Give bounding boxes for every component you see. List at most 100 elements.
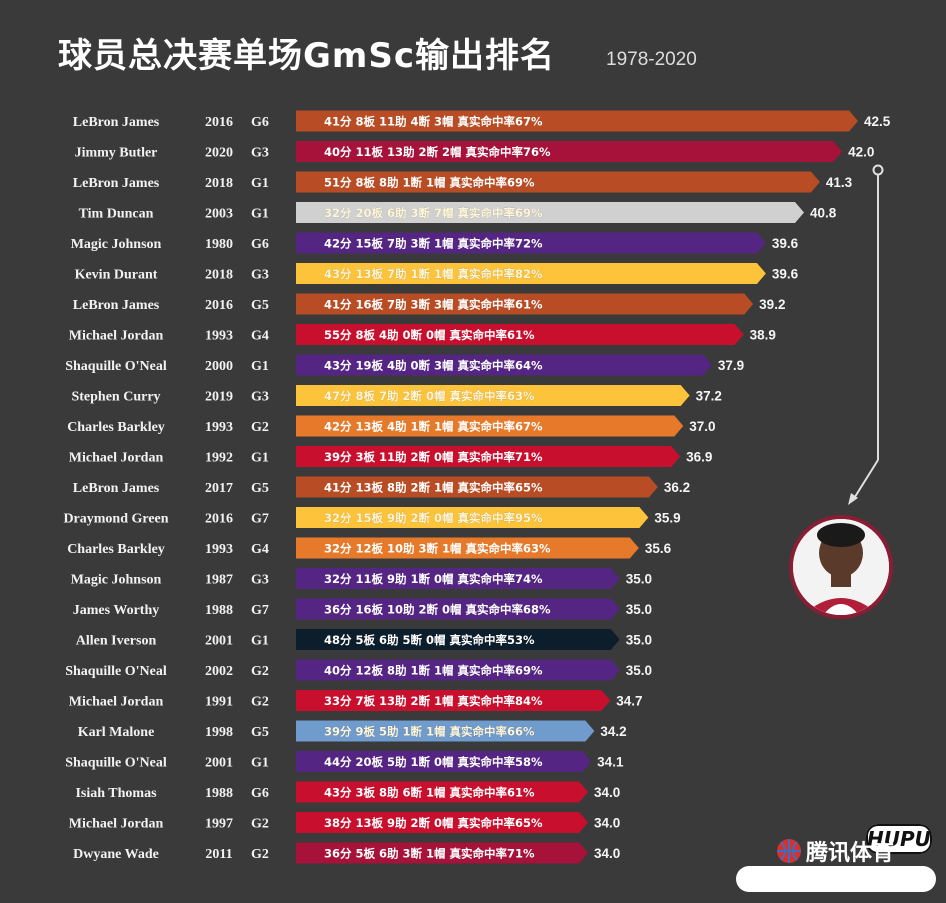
game-label: G7 <box>251 512 269 527</box>
gmsc-bar <box>296 812 588 833</box>
year-label: 2001 <box>205 634 233 649</box>
gmsc-bar <box>296 171 820 193</box>
player-name-label: Shaquille O'Neal <box>65 359 167 374</box>
player-name-label: Shaquille O'Neal <box>65 756 167 771</box>
game-label: G3 <box>251 268 269 283</box>
gmsc-value-label: 39.6 <box>772 236 799 251</box>
player-avatar <box>789 515 893 619</box>
player-name-label: Isiah Thomas <box>75 786 157 801</box>
gmsc-value-label: 37.0 <box>689 419 715 434</box>
year-label: 1998 <box>205 725 233 740</box>
gmsc-bar <box>296 598 620 620</box>
game-label: G6 <box>251 237 269 252</box>
player-name-label: Magic Johnson <box>71 573 162 588</box>
gmsc-value-label: 36.2 <box>664 480 690 495</box>
gmsc-bar <box>296 415 684 437</box>
game-label: G2 <box>251 817 269 832</box>
game-label: G6 <box>251 115 269 130</box>
stat-line-label: 32分 12板 10助 3断 1帽 真实命中率63% <box>324 542 551 556</box>
year-label: 1993 <box>205 420 233 435</box>
player-name-label: Karl Malone <box>78 725 155 740</box>
gmsc-value-label: 42.5 <box>864 114 891 129</box>
gmsc-bar <box>296 324 744 345</box>
stat-line-label: 48分 5板 6助 5断 0帽 真实命中率53% <box>324 633 535 647</box>
ranking-row: Kevin Durant 2018 G3 43分 13板 7助 1断 1帽 真实命中率… <box>75 263 799 284</box>
gmsc-value-label: 38.9 <box>750 328 776 343</box>
gmsc-bar <box>296 568 620 589</box>
watermark-bar <box>736 866 936 892</box>
year-label: 2017 <box>205 481 233 496</box>
ranking-row: Charles Barkley 1993 G4 32分 12板 10助 3断 1帽 真… <box>67 537 672 559</box>
gmsc-bar <box>296 659 620 681</box>
player-name-label: Draymond Green <box>63 512 168 527</box>
stat-line-label: 51分 8板 8助 1断 1帽 真实命中率69% <box>324 176 535 190</box>
game-label: G5 <box>251 481 269 496</box>
year-label: 2019 <box>205 390 233 405</box>
gmsc-bar <box>296 385 690 406</box>
stat-line-label: 38分 13板 9助 2断 0帽 真实命中率65% <box>324 816 543 830</box>
stat-line-label: 40分 11板 13助 2断 2帽 真实命中率76% <box>324 145 551 159</box>
game-label: G4 <box>251 542 269 557</box>
gmsc-value-label: 39.6 <box>772 267 799 282</box>
player-name-label: Shaquille O'Neal <box>65 664 167 679</box>
hupu-logo: HUPU <box>866 824 932 854</box>
player-name-label: LeBron James <box>73 115 160 130</box>
ranking-row: Magic Johnson 1980 G6 42分 15板 7助 3断 1帽 真实命中… <box>71 232 799 254</box>
ranking-row: Isiah Thomas 1988 G6 43分 3板 8助 6断 1帽 真实命中率6… <box>75 781 620 803</box>
stat-line-label: 40分 12板 8助 1断 1帽 真实命中率69% <box>324 664 543 678</box>
brand-name: 腾讯体育 <box>806 841 895 866</box>
gmsc-value-label: 34.0 <box>594 846 620 861</box>
gmsc-bar <box>296 751 592 772</box>
stat-line-label: 41分 13板 8助 2断 1帽 真实命中率65% <box>324 481 543 495</box>
stat-line-label: 43分 3板 8助 6断 1帽 真实命中率61% <box>324 786 535 800</box>
game-label: G1 <box>251 756 269 771</box>
game-label: G5 <box>251 725 269 740</box>
ranking-row: Shaquille O'Neal 2000 G1 43分 19板 4助 0断 3帽 真… <box>65 354 744 376</box>
stat-line-label: 43分 19板 4助 0断 3帽 真实命中率64% <box>324 359 543 373</box>
ranking-row: Shaquille O'Neal 2002 G2 40分 12板 8助 1断 1帽 真… <box>65 659 652 681</box>
player-name-label: Charles Barkley <box>67 542 165 557</box>
stat-line-label: 41分 8板 11助 4断 3帽 真实命中率67% <box>324 115 543 129</box>
gmsc-bar <box>296 202 804 223</box>
year-label: 2000 <box>205 359 233 374</box>
year-label: 2016 <box>205 512 233 527</box>
year-label: 1992 <box>205 451 233 466</box>
game-label: G1 <box>251 451 269 466</box>
gmsc-bar <box>296 141 843 162</box>
year-label: 1993 <box>205 329 233 344</box>
gmsc-value-label: 37.2 <box>696 389 722 404</box>
ranking-row: LeBron James 2018 G1 51分 8板 8助 1断 1帽 真实命中率6… <box>73 171 853 193</box>
ranking-row: Allen Iverson 2001 G1 48分 5板 6助 5断 0帽 真实命中率… <box>76 629 652 650</box>
pointer-arrow <box>848 164 884 505</box>
stat-line-label: 43分 13板 7助 1断 1帽 真实命中率82% <box>324 267 543 281</box>
ranking-row: Draymond Green 2016 G7 32分 15板 9助 2断 0帽 真实命… <box>63 507 681 528</box>
stat-line-label: 42分 13板 4助 1断 1帽 真实命中率67% <box>324 420 543 434</box>
gmsc-bar <box>296 842 588 864</box>
stat-line-label: 33分 7板 13助 2断 1帽 真实命中率84% <box>324 694 543 708</box>
year-label: 2016 <box>205 115 233 130</box>
gmsc-value-label: 35.0 <box>626 633 652 648</box>
player-name-label: Michael Jordan <box>69 451 164 466</box>
gmsc-value-label: 36.9 <box>686 450 712 465</box>
gmsc-value-label: 35.0 <box>626 602 652 617</box>
stat-line-label: 36分 16板 10助 2断 0帽 真实命中率68% <box>324 603 551 617</box>
year-label: 2001 <box>205 756 233 771</box>
gmsc-bar <box>296 507 649 528</box>
ranking-row: James Worthy 1988 G7 36分 16板 10助 2断 0帽 真实命中… <box>73 598 652 620</box>
game-label: G3 <box>251 573 269 588</box>
year-label: 2018 <box>205 268 233 283</box>
gmsc-value-label: 35.0 <box>626 572 652 587</box>
player-name-label: James Worthy <box>73 603 159 618</box>
ranking-row: Michael Jordan 1992 G1 39分 3板 11助 2断 0帽 真实命… <box>69 446 712 467</box>
gmsc-value-label: 37.9 <box>718 358 744 373</box>
gmsc-value-label: 41.3 <box>826 175 853 190</box>
player-name-label: Tim Duncan <box>79 207 154 222</box>
game-label: G1 <box>251 634 269 649</box>
player-name-label: Michael Jordan <box>69 695 164 710</box>
stat-line-label: 42分 15板 7助 3断 1帽 真实命中率72% <box>324 237 543 251</box>
gmsc-bar <box>296 690 611 711</box>
gmsc-value-label: 34.2 <box>600 724 626 739</box>
gmsc-value-label: 35.6 <box>645 541 672 556</box>
year-label: 2018 <box>205 176 233 191</box>
brand-logo: 腾讯体育 <box>776 835 894 867</box>
